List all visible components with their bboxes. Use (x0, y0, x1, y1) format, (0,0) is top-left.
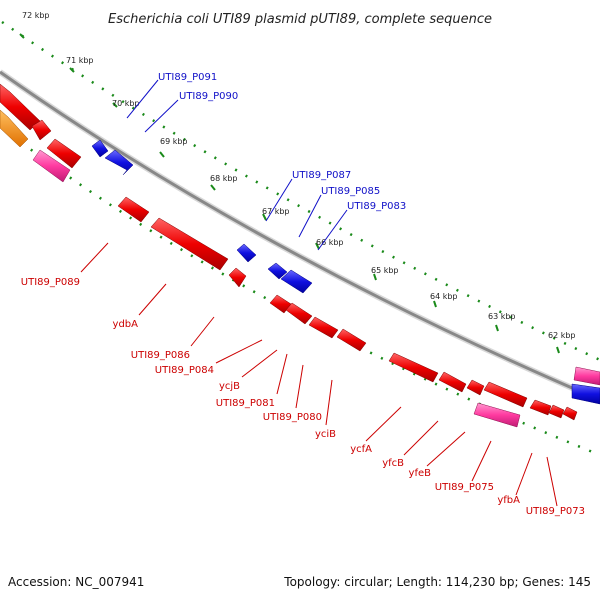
leader-line (317, 209, 348, 251)
tick-mark (19, 33, 25, 39)
tick-mark (210, 184, 216, 191)
gene-forward[interactable] (571, 383, 600, 405)
tick-mark (159, 151, 165, 158)
gene-label-reverse: UTI89_P081 (216, 398, 275, 409)
gene-reverse[interactable] (117, 196, 150, 223)
backbone (0, 70, 600, 402)
leader-line (138, 283, 167, 316)
gene-reverse[interactable] (548, 404, 565, 419)
gene-forward[interactable] (91, 139, 109, 158)
gene-label-reverse: ycjB (219, 381, 240, 392)
gene-label-reverse: ydbA (113, 319, 139, 330)
gene-label-reverse: UTI89_P080 (263, 412, 322, 423)
tick-label: 63 kbp (488, 312, 516, 321)
gene-forward[interactable] (267, 262, 288, 280)
gene-other[interactable] (473, 402, 521, 428)
gene-reverse[interactable] (388, 352, 439, 383)
gene-other[interactable] (0, 109, 29, 148)
gene-reverse[interactable] (336, 328, 367, 352)
leader-line (190, 316, 215, 347)
gene-reverse[interactable] (529, 399, 552, 416)
tick-mark (495, 324, 499, 332)
gene-label-forward: UTI89_P090 (179, 91, 238, 102)
leader-line (276, 353, 288, 395)
tick-mark (315, 242, 320, 250)
gene-forward[interactable] (236, 243, 257, 263)
leader-line (515, 452, 533, 496)
gene-label-reverse: ycfA (350, 444, 372, 455)
gene-label-reverse: UTI89_P086 (131, 350, 190, 361)
gene-label-reverse: UTI89_P075 (435, 482, 494, 493)
gene-reverse[interactable] (466, 379, 485, 396)
summary-text: Topology: circular; Length: 114,230 bp; … (283, 575, 591, 589)
gene-label-reverse: UTI89_P073 (526, 506, 585, 517)
gene-reverse[interactable] (150, 217, 229, 271)
gene-reverse[interactable] (285, 302, 313, 325)
leader-line (471, 440, 492, 482)
gene-label-forward: UTI89_P085 (321, 186, 380, 197)
gene-reverse[interactable] (228, 267, 247, 288)
tick-label: 64 kbp (430, 292, 458, 301)
map-title: Escherichia coli UTI89 plasmid pUTI89, c… (108, 12, 492, 27)
accession-text: Accession: NC_007941 (8, 575, 144, 589)
gene-reverse[interactable] (562, 406, 578, 421)
leader-line (295, 364, 304, 409)
tick-label: 67 kbp (262, 207, 290, 216)
leader-line (325, 379, 333, 426)
tick-label: 70 kbp (112, 99, 140, 108)
gene-other[interactable] (573, 366, 600, 386)
gene-other[interactable] (32, 149, 71, 183)
tick-label: 62 kbp (548, 331, 576, 340)
leader-line (126, 79, 159, 119)
leader-line (80, 242, 109, 273)
gene-reverse[interactable] (308, 316, 339, 339)
blue-leader-lines (126, 79, 348, 251)
leader-line (144, 99, 179, 133)
gene-reverse[interactable] (46, 138, 82, 169)
leader-line (241, 349, 278, 378)
leader-line (426, 431, 466, 467)
gene-label-reverse: yfbA (497, 495, 520, 506)
leader-line (298, 194, 322, 238)
gene-forward[interactable] (280, 269, 313, 294)
forward-genes (91, 139, 600, 405)
gene-label-forward: UTI89_P091 (158, 72, 217, 83)
tick-label: 68 kbp (210, 174, 238, 183)
tick-mark (262, 213, 267, 221)
gene-label-reverse: yciB (315, 429, 336, 440)
tick-mark (69, 67, 75, 73)
reverse-genes (0, 83, 578, 421)
tick-label: 72 kbp (22, 11, 50, 20)
gene-reverse[interactable] (438, 371, 467, 393)
gene-label-reverse: yfeB (409, 468, 432, 479)
leader-line (403, 420, 439, 456)
gene-label-reverse: UTI89_P089 (21, 277, 80, 288)
gene-reverse[interactable] (483, 381, 528, 408)
major-ticks (19, 33, 560, 354)
tick-mark (373, 273, 377, 281)
tick-mark (112, 102, 118, 108)
tick-label: 71 kbp (66, 56, 94, 65)
tick-mark (433, 300, 437, 308)
gene-forward[interactable] (104, 149, 134, 176)
leader-line (265, 178, 293, 222)
red-leader-lines (80, 242, 558, 507)
gene-reverse[interactable] (31, 119, 52, 141)
leader-line (546, 456, 558, 507)
leader-line (215, 339, 263, 364)
gene-label-forward: UTI89_P083 (347, 201, 406, 212)
gene-label-forward: UTI89_P087 (292, 170, 351, 181)
tick-label: 65 kbp (371, 266, 399, 275)
gene-label-reverse: UTI89_P084 (155, 365, 214, 376)
tick-mark (556, 346, 560, 354)
tick-label: 69 kbp (160, 137, 188, 146)
tick-label: 66 kbp (316, 238, 344, 247)
leader-line (365, 406, 402, 442)
gene-label-reverse: yfcB (382, 458, 404, 469)
